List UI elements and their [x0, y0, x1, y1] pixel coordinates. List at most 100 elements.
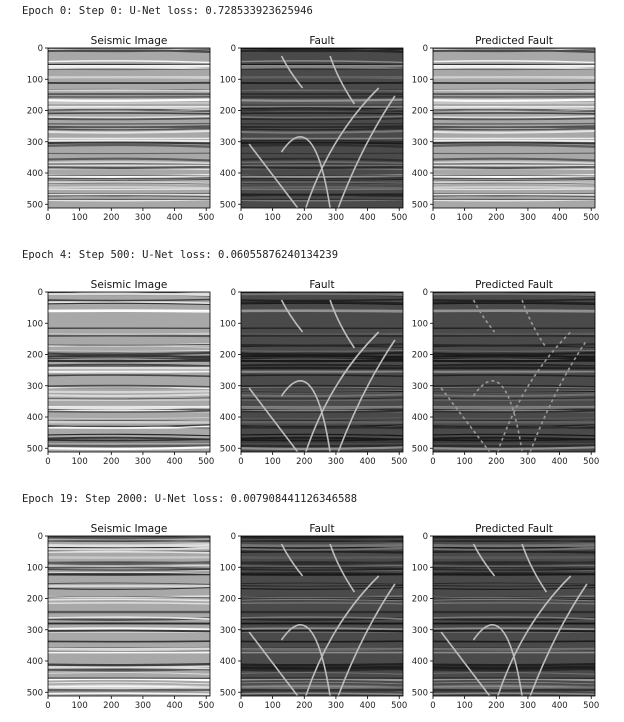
- reflector: [433, 350, 595, 352]
- image-panel: [241, 292, 403, 452]
- reflector: [48, 667, 210, 670]
- reflector: [48, 410, 210, 413]
- reflector: [433, 384, 595, 388]
- reflector: [48, 163, 210, 166]
- reflector: [48, 417, 210, 420]
- reflector: [433, 667, 595, 670]
- x-tick-label: 0: [430, 457, 435, 467]
- reflector: [48, 350, 210, 352]
- x-tick-label: 300: [520, 457, 536, 467]
- y-tick-label: 200: [412, 351, 428, 361]
- reflector: [48, 115, 210, 120]
- reflector: [433, 198, 595, 202]
- reflector: [48, 672, 210, 675]
- reflector: [241, 681, 403, 685]
- x-tick-label: 200: [296, 457, 312, 467]
- reflector: [48, 681, 210, 685]
- reflector: [433, 426, 595, 429]
- reflector: [48, 109, 210, 112]
- reflector: [433, 393, 595, 398]
- x-tick-label: 200: [488, 457, 504, 467]
- panel-frame: [432, 47, 596, 209]
- reflector: [433, 157, 595, 162]
- y-tick-label: 200: [27, 595, 43, 605]
- fault-line: [280, 380, 331, 452]
- reflector: [48, 165, 210, 169]
- reflector: [48, 572, 210, 574]
- x-tick-label: 0: [430, 701, 435, 711]
- y-tick-label: 200: [220, 595, 236, 605]
- reflector: [48, 89, 210, 92]
- reflector: [241, 582, 403, 585]
- reflector: [433, 186, 595, 190]
- y-tick-label: 100: [27, 563, 43, 573]
- fault-line: [521, 299, 548, 349]
- reflector: [241, 587, 403, 590]
- reflector: [433, 115, 595, 120]
- reflector: [241, 182, 403, 185]
- reflector: [433, 547, 595, 551]
- x-tick-label: 200: [103, 457, 119, 467]
- x-tick-label: 300: [135, 457, 151, 467]
- y-tick-label: 0: [423, 288, 428, 298]
- reflector: [433, 68, 595, 71]
- reflector: [433, 355, 595, 359]
- reflector: [241, 298, 403, 302]
- reflector: [48, 684, 210, 688]
- y-tick-label: 200: [412, 595, 428, 605]
- reflector: [48, 386, 210, 389]
- reflector: [241, 540, 403, 542]
- y-tick-label: 500: [220, 200, 236, 210]
- image-panel: [241, 536, 403, 696]
- reflector: [241, 332, 403, 335]
- reflector: [241, 363, 403, 368]
- reflector: [433, 107, 595, 110]
- reflector: [433, 302, 595, 306]
- reflector: [241, 564, 403, 567]
- reflector: [241, 343, 403, 346]
- fault-line: [440, 387, 491, 452]
- panel-title: Predicted Fault: [475, 35, 553, 47]
- reflector: [433, 550, 595, 554]
- x-tick-label: 100: [265, 213, 281, 223]
- reflector: [433, 417, 595, 420]
- x-tick-label: 200: [103, 701, 119, 711]
- fault-line: [337, 95, 396, 208]
- fault-line: [305, 575, 380, 696]
- panel-title: Fault: [309, 35, 334, 47]
- reflector: [48, 384, 210, 388]
- x-tick-label: 200: [296, 701, 312, 711]
- reflector: [48, 351, 210, 353]
- reflector: [48, 433, 210, 437]
- x-tick-label: 100: [457, 701, 473, 711]
- reflector: [241, 294, 403, 296]
- y-tick-label: 300: [412, 138, 428, 148]
- reflector: [48, 112, 210, 115]
- panel-title: Predicted Fault: [475, 523, 553, 535]
- reflector: [48, 426, 210, 429]
- reflector: [433, 310, 595, 313]
- reflector: [241, 65, 403, 68]
- x-tick-label: 0: [430, 213, 435, 223]
- reflector: [241, 351, 403, 353]
- reflector: [433, 692, 595, 695]
- reflector: [433, 561, 595, 566]
- reflector: [241, 672, 403, 675]
- reflector: [433, 300, 595, 305]
- x-tick-label: 500: [583, 213, 599, 223]
- y-tick-label: 300: [220, 382, 236, 392]
- reflector: [241, 433, 403, 437]
- reflector: [433, 446, 595, 451]
- reflector: [241, 192, 403, 195]
- reflector: [241, 374, 403, 378]
- reflector: [241, 667, 403, 672]
- reflector: [48, 139, 210, 143]
- x-tick-label: 300: [328, 701, 344, 711]
- reflector: [433, 89, 595, 92]
- reflector: [433, 165, 595, 169]
- reflector: [433, 681, 595, 685]
- reflector: [433, 139, 595, 143]
- reflector: [433, 294, 595, 296]
- reflector: [241, 425, 403, 428]
- reflector: [433, 179, 595, 182]
